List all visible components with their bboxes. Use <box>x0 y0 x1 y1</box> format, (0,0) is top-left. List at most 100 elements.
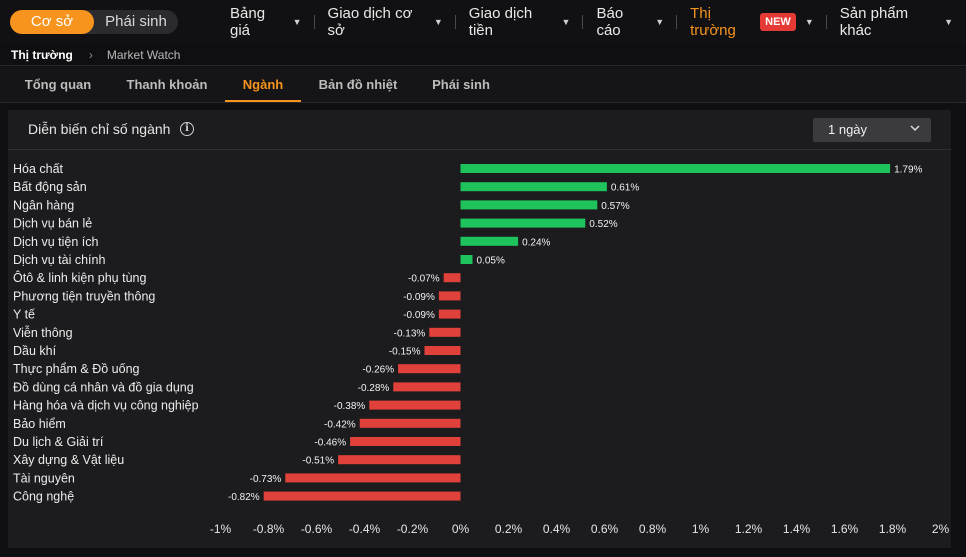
caret-down-icon: ▼ <box>561 17 571 27</box>
category-label: Du lịch & Giải trí <box>13 435 104 449</box>
x-tick-label: 0.8% <box>639 522 667 536</box>
category-label: Dịch vụ tiện ích <box>13 235 99 249</box>
category-label: Bất động sản <box>13 180 87 194</box>
data-label: -0.13% <box>394 328 426 339</box>
category-label: Dịch vụ bán lẻ <box>13 217 92 231</box>
bar[interactable] <box>285 473 461 483</box>
period-dropdown[interactable]: 1 ngày <box>813 118 931 142</box>
category-label: Dịch vụ tài chính <box>13 253 105 267</box>
data-label: 0.05% <box>477 256 505 267</box>
x-tick-label: 1.8% <box>879 522 907 536</box>
bar[interactable] <box>369 400 461 410</box>
menu-bao-cao[interactable]: Báo cáo ▼ <box>583 0 677 44</box>
tab-phai-sinh[interactable]: Phái sinh <box>432 77 490 92</box>
bar[interactable] <box>263 491 461 501</box>
breadcrumb-root[interactable]: Thị trường <box>11 47 73 62</box>
bar[interactable] <box>398 364 461 374</box>
x-tick-label: -0.6% <box>301 522 333 536</box>
data-label: 0.57% <box>601 201 629 212</box>
category-label: Viễn thông <box>13 325 73 340</box>
chevron-down-icon <box>910 125 920 132</box>
x-tick-label: 0.4% <box>543 522 571 536</box>
data-label: -0.42% <box>324 419 356 430</box>
category-label: Tài nguyên <box>13 471 75 485</box>
tab-ban-do-nhiet[interactable]: Bản đồ nhiệt <box>318 77 398 92</box>
bar[interactable] <box>443 273 461 283</box>
x-tick-label: 1% <box>692 522 710 536</box>
data-label: -0.28% <box>358 383 390 394</box>
main-menu: Bảng giá ▼ Giao dịch cơ sở ▼ Giao dịch t… <box>217 0 966 44</box>
bar[interactable] <box>424 346 461 355</box>
category-label: Bảo hiểm <box>13 417 66 431</box>
new-badge: NEW <box>760 13 796 31</box>
industry-bar-chart: Hóa chất 1.79% Bất động sản 0.61% Ngân hàng 0… <box>13 162 950 536</box>
bar[interactable] <box>438 309 461 319</box>
menu-label: Giao dịch tiền <box>468 5 533 39</box>
data-label: -0.82% <box>228 492 260 503</box>
panel-header: Diễn biến chỉ số ngành i 1 ngày <box>8 110 951 150</box>
bar[interactable] <box>429 327 461 337</box>
data-label: -0.07% <box>408 274 440 285</box>
bar[interactable] <box>460 236 519 246</box>
menu-bang-gia[interactable]: Bảng giá ▼ <box>217 0 315 44</box>
industry-index-panel: Diễn biến chỉ số ngành i 1 ngày Hóa chất… <box>8 110 951 548</box>
x-tick-label: 1.6% <box>831 522 859 536</box>
bar[interactable] <box>359 418 461 428</box>
menu-label: Thị trường <box>690 5 736 39</box>
panel-title: Diễn biến chỉ số ngành <box>28 121 171 137</box>
caret-down-icon: ▼ <box>292 17 302 27</box>
bar[interactable] <box>460 164 891 173</box>
bar[interactable] <box>393 382 461 392</box>
bar[interactable] <box>460 218 586 228</box>
chevron-right-icon: › <box>88 47 93 62</box>
menu-thi-truong[interactable]: Thị trường NEW ▼ <box>677 0 827 44</box>
category-label: Ôtô & linh kiện phụ tùng <box>13 270 146 285</box>
info-icon[interactable]: i <box>180 122 194 136</box>
segment-co-so-button[interactable]: Cơ sở <box>10 10 94 34</box>
caret-down-icon: ▼ <box>433 17 443 27</box>
menu-label: Giao dịch cơ sở <box>327 5 413 39</box>
menu-giao-dich-tien[interactable]: Giao dịch tiền ▼ <box>456 0 584 44</box>
category-label: Hàng hóa và dịch vụ công nghiệp <box>13 399 199 413</box>
category-label: Dầu khí <box>13 344 57 358</box>
category-label: Hóa chất <box>13 162 64 176</box>
market-tabs: Tổng quan Thanh khoản Ngành Bản đồ nhiệt… <box>0 67 966 103</box>
caret-down-icon: ▼ <box>655 17 665 27</box>
x-tick-label: 1.4% <box>783 522 811 536</box>
bar[interactable] <box>350 437 461 446</box>
x-tick-label: 0% <box>452 522 470 536</box>
category-label: Xây dựng & Vật liệu <box>13 453 124 467</box>
top-nav: Cơ sở Phái sinh Bảng giá ▼ Giao dịch cơ … <box>0 0 966 44</box>
breadcrumb-current: Market Watch <box>106 47 181 62</box>
bar[interactable] <box>460 255 473 264</box>
x-tick-label: -0.8% <box>253 522 285 536</box>
data-label: -0.73% <box>250 474 282 485</box>
tab-tong-quan[interactable]: Tổng quan <box>24 77 92 92</box>
menu-label: Bảng giá <box>230 5 266 39</box>
period-value: 1 ngày <box>828 122 868 137</box>
bar[interactable] <box>460 200 598 210</box>
tab-thanh-khoan[interactable]: Thanh khoản <box>126 77 208 92</box>
bar[interactable] <box>438 291 461 301</box>
breadcrumb: Thị trường › Market Watch <box>0 44 966 66</box>
tab-nganh[interactable]: Ngành <box>225 67 301 102</box>
data-label: -0.09% <box>403 310 435 321</box>
data-label: 0.24% <box>522 237 550 248</box>
bar[interactable] <box>338 455 461 465</box>
data-label: -0.26% <box>362 365 394 376</box>
category-label: Công nghệ <box>13 490 74 504</box>
x-tick-label: -0.2% <box>397 522 429 536</box>
x-tick-label: 0.6% <box>591 522 619 536</box>
data-label: 0.52% <box>589 219 617 230</box>
segment-phai-sinh-button[interactable]: Phái sinh <box>105 13 167 30</box>
x-tick-label: -0.4% <box>349 522 381 536</box>
x-tick-label: 0.2% <box>495 522 523 536</box>
data-label: -0.51% <box>302 456 334 467</box>
menu-giao-dich-co-so[interactable]: Giao dịch cơ sở ▼ <box>315 0 457 44</box>
caret-down-icon: ▼ <box>944 17 954 27</box>
category-label: Ngân hàng <box>13 198 74 212</box>
bar[interactable] <box>460 182 607 192</box>
category-label: Y tế <box>13 308 35 322</box>
data-label: 1.79% <box>894 165 922 176</box>
menu-san-pham-khac[interactable]: Sản phẩm khác ▼ <box>827 0 966 44</box>
